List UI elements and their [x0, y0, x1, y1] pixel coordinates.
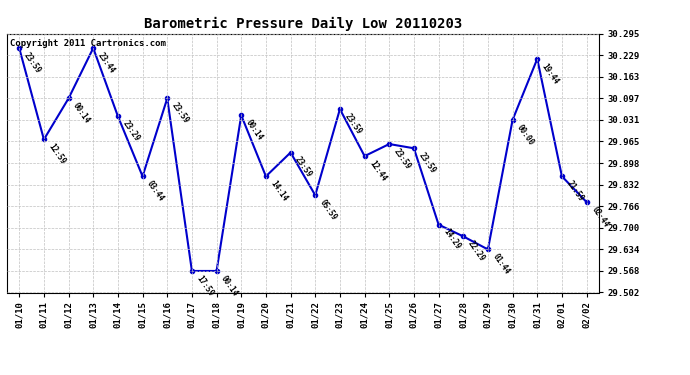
Text: 00:14: 00:14	[244, 118, 265, 142]
Text: 23:59: 23:59	[170, 101, 190, 125]
Text: 22:29: 22:29	[466, 239, 486, 263]
Text: 02:44: 02:44	[589, 205, 610, 229]
Text: 23:59: 23:59	[392, 147, 413, 171]
Text: 23:59: 23:59	[293, 155, 314, 179]
Text: 23:59: 23:59	[417, 151, 437, 175]
Text: 14:29: 14:29	[442, 227, 462, 252]
Text: 03:44: 03:44	[146, 179, 166, 203]
Text: 17:59: 17:59	[195, 274, 215, 298]
Text: 21:59: 21:59	[564, 179, 585, 203]
Text: 23:44: 23:44	[96, 51, 117, 75]
Text: 23:59: 23:59	[343, 112, 364, 136]
Text: 12:59: 12:59	[47, 142, 68, 166]
Text: 01:44: 01:44	[491, 252, 511, 276]
Text: 00:00: 00:00	[515, 123, 536, 147]
Text: 12:44: 12:44	[367, 159, 388, 183]
Text: 19:44: 19:44	[540, 62, 561, 86]
Text: 23:59: 23:59	[22, 51, 43, 75]
Title: Barometric Pressure Daily Low 20110203: Barometric Pressure Daily Low 20110203	[144, 17, 462, 31]
Text: 05:59: 05:59	[318, 198, 339, 222]
Text: Copyright 2011 Cartronics.com: Copyright 2011 Cartronics.com	[10, 39, 166, 48]
Text: 14:14: 14:14	[268, 179, 289, 203]
Text: 00:14: 00:14	[71, 101, 92, 125]
Text: 23:29: 23:29	[121, 119, 141, 143]
Text: 00:14: 00:14	[219, 274, 240, 298]
